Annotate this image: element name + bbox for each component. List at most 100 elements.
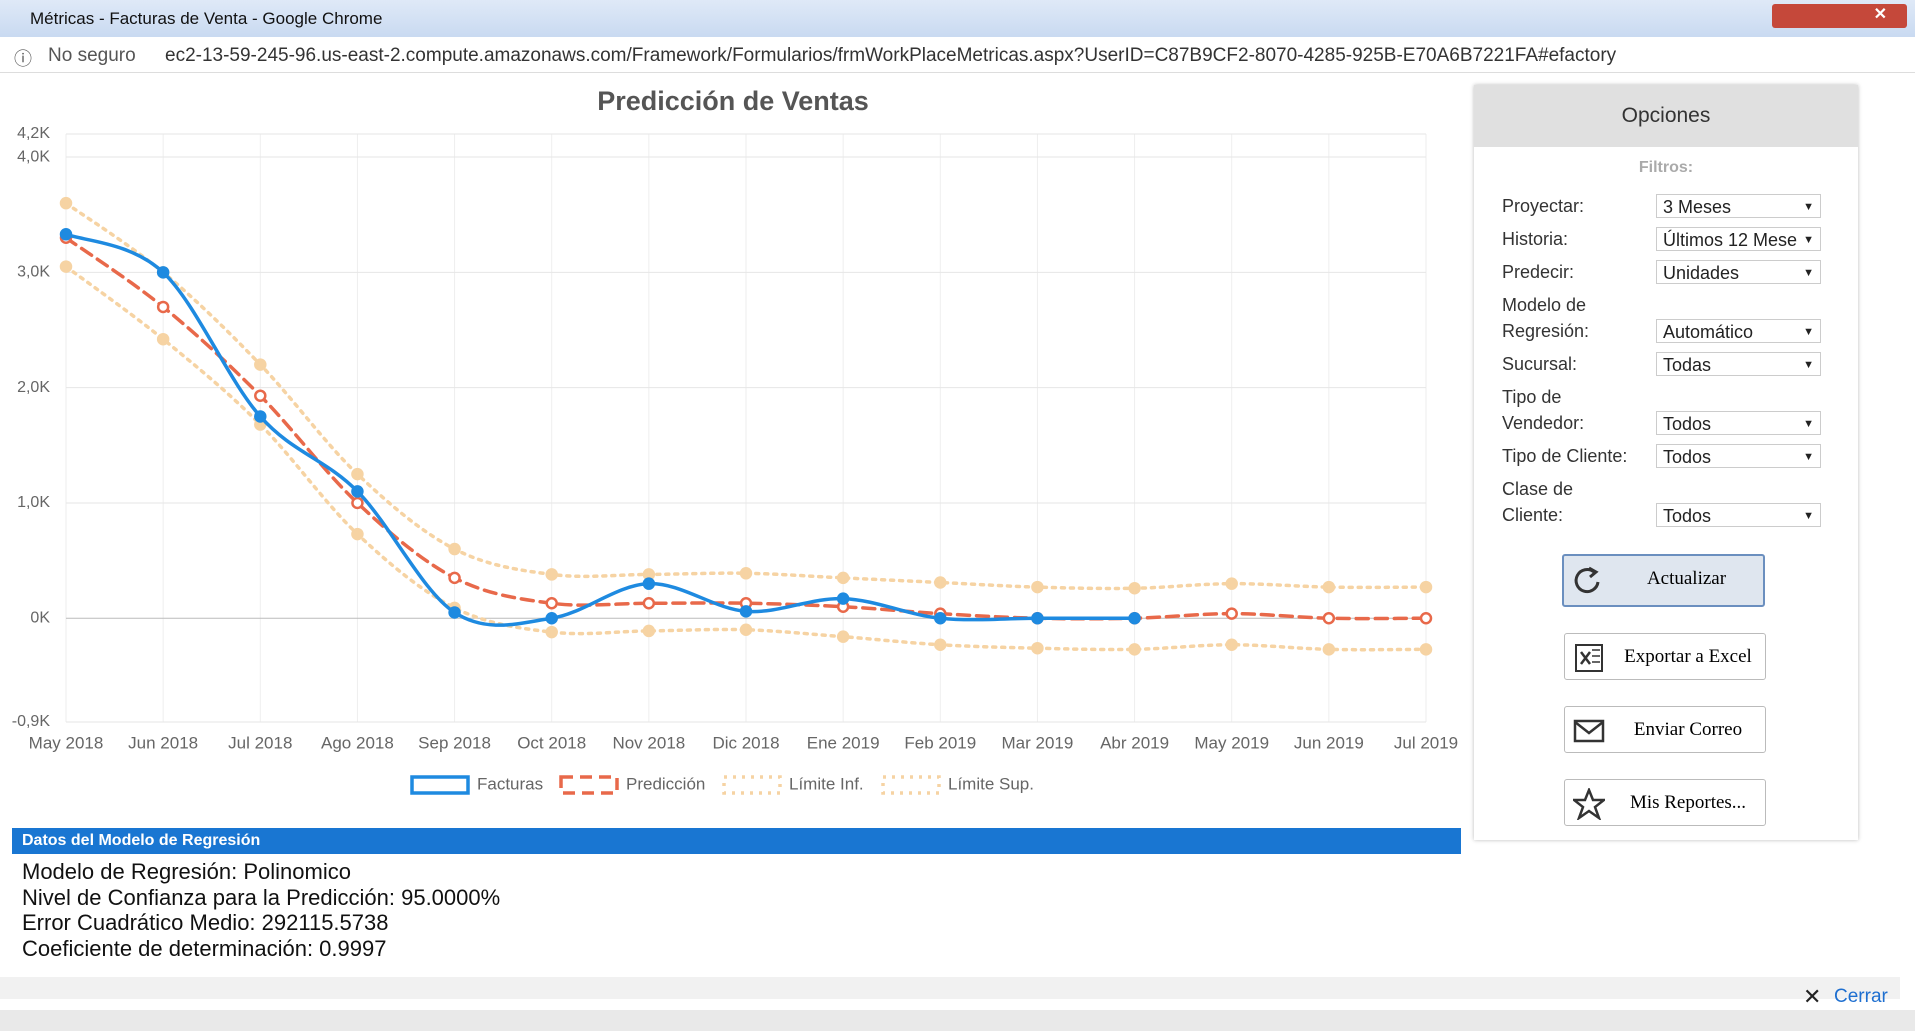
data-point xyxy=(545,596,558,610)
close-icon[interactable]: ✕ xyxy=(1803,984,1822,1009)
x-tick-label: Nov 2018 xyxy=(612,733,685,752)
button[interactable]: Exportar a Excel xyxy=(1564,633,1766,680)
field-label: Modelo de xyxy=(1502,295,1587,315)
data-point xyxy=(836,592,850,605)
select[interactable]: Todas xyxy=(1656,352,1821,377)
select[interactable]: Todos xyxy=(1656,503,1821,528)
y-tick-label: -0,9K xyxy=(12,713,51,730)
button[interactable]: Mis Reportes... xyxy=(1564,779,1766,826)
x-tick-label: Jun 2019 xyxy=(1294,733,1364,752)
y-tick-label: 2,0K xyxy=(17,379,50,396)
data-point xyxy=(1225,607,1238,620)
select-value: Últimos 12 Mese xyxy=(1663,230,1798,250)
legend-label: Límite Sup. xyxy=(948,774,1034,793)
window-title: Métricas - Facturas de Venta - Google Ch… xyxy=(30,9,383,28)
scrollbar xyxy=(0,977,1900,999)
x-tick-label: May 2018 xyxy=(29,733,104,752)
x-tick-label: Jul 2018 xyxy=(228,733,292,752)
options-panel: Opciones Filtros: Proyectar: 3 Meses Histo… xyxy=(1474,85,1858,840)
data-point xyxy=(448,606,461,619)
data-point xyxy=(351,496,364,510)
data-point xyxy=(1128,582,1141,595)
title-bar: Métricas - Facturas de Venta - Google Ch… xyxy=(0,0,1915,37)
button[interactable]: Enviar Correo xyxy=(1564,706,1766,753)
series-line xyxy=(64,201,1428,591)
chart-title: Predicción de Ventas xyxy=(597,86,869,116)
legend-label: Predicción xyxy=(626,774,705,793)
regression-line: Coeficiente de determinación: 0.9997 xyxy=(22,935,387,961)
regression-heading: Datos del Modelo de Regresión xyxy=(12,828,1461,854)
data-point xyxy=(448,542,461,556)
regression-line: Nivel de Confianza para la Predicción: 9… xyxy=(22,884,501,910)
legend-symbol xyxy=(410,775,470,795)
data-point xyxy=(1225,638,1238,652)
data-point xyxy=(545,625,558,639)
button[interactable]: Actualizar xyxy=(1562,554,1765,607)
x-tick-label: Dic 2018 xyxy=(712,733,779,752)
y-tick-label: 0K xyxy=(30,609,50,626)
address-bar: ⓘ No seguro ec2-13-59-245-96.us-east-2.c… xyxy=(0,37,1915,73)
data-point xyxy=(739,567,753,580)
select-value: 3 Meses xyxy=(1663,197,1732,217)
data-point xyxy=(1322,611,1336,625)
data-point xyxy=(156,300,170,314)
select-value: Todos xyxy=(1663,414,1712,434)
select[interactable]: Todos xyxy=(1656,411,1821,436)
info-icon: ⓘ xyxy=(14,49,32,69)
data-point xyxy=(448,571,461,585)
x-tick-label: Abr 2019 xyxy=(1100,733,1169,752)
regression-line: Modelo de Regresión: Polinomico xyxy=(22,859,351,884)
field-label: Vendedor: xyxy=(1502,413,1585,433)
legend-symbol xyxy=(722,775,782,795)
button-label: Actualizar xyxy=(1646,568,1727,589)
data-point xyxy=(1128,643,1141,656)
data-point xyxy=(1322,580,1336,594)
data-point xyxy=(254,389,267,402)
data-point xyxy=(1419,580,1433,594)
x-tick-label: Ago 2018 xyxy=(321,733,394,752)
field-label: Tipo de Cliente: xyxy=(1502,446,1628,466)
url[interactable]: ec2-13-59-245-96.us-east-2.compute.amazo… xyxy=(165,45,1617,66)
select[interactable]: Unidades xyxy=(1656,260,1821,285)
select[interactable]: 3 Meses xyxy=(1656,194,1821,219)
select-value: Unidades xyxy=(1663,263,1740,283)
data-point xyxy=(156,332,170,346)
select[interactable]: Últimos 12 Mese xyxy=(1656,227,1821,252)
button-label: Mis Reportes... xyxy=(1629,792,1747,813)
data-point xyxy=(351,467,364,481)
data-point xyxy=(59,228,73,241)
data-point xyxy=(1419,643,1433,656)
select[interactable]: Automático xyxy=(1656,319,1821,344)
field-label: Predecir: xyxy=(1502,262,1575,282)
field-label: Tipo de xyxy=(1502,387,1562,407)
legend-symbol xyxy=(881,775,941,795)
select[interactable]: Todos xyxy=(1656,444,1821,469)
data-point xyxy=(836,630,850,643)
filters-label: Filtros: xyxy=(1638,159,1694,176)
window-controls[interactable]: ✕ xyxy=(1772,4,1907,28)
close-link[interactable]: Cerrar xyxy=(1834,986,1888,1007)
field-label: Proyectar: xyxy=(1502,196,1585,216)
data-point xyxy=(642,596,656,610)
field-label: Cliente: xyxy=(1502,505,1564,525)
data-point xyxy=(59,196,73,210)
data-point xyxy=(934,611,947,625)
button-icon xyxy=(1573,719,1605,743)
data-point xyxy=(1031,580,1044,594)
data-point xyxy=(739,605,753,618)
field-label: Historia: xyxy=(1502,229,1569,249)
data-point xyxy=(739,623,753,637)
data-point xyxy=(1225,577,1238,590)
select-value: Todos xyxy=(1663,447,1712,467)
data-point xyxy=(59,260,73,273)
series-line xyxy=(64,264,1428,652)
legend-label: Límite Inf. xyxy=(789,774,864,793)
select-value: Todos xyxy=(1663,506,1712,526)
x-tick-label: Ene 2019 xyxy=(807,733,880,752)
select-value: Todas xyxy=(1663,355,1712,375)
data-point xyxy=(545,568,558,581)
data-point xyxy=(642,624,656,638)
data-point xyxy=(934,638,947,652)
x-tick-label: May 2019 xyxy=(1194,733,1269,752)
